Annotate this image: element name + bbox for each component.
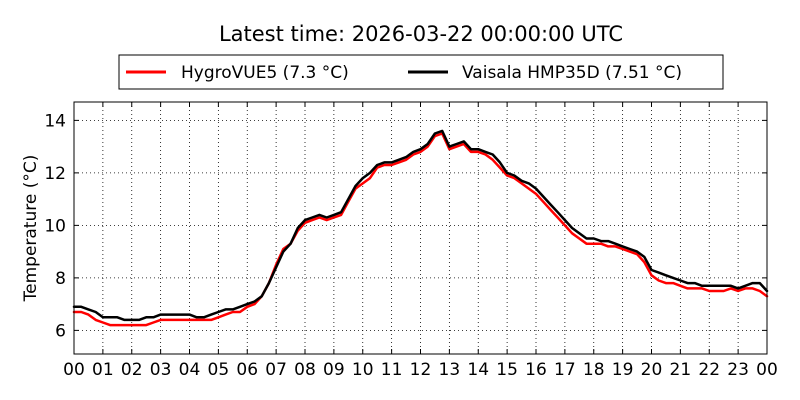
x-tick-label: 01 xyxy=(92,360,114,380)
y-tick-label: 12 xyxy=(44,164,66,184)
legend-label-hygrovue5: HygroVUE5 (7.3 °C) xyxy=(181,63,349,83)
x-tick-label: 00 xyxy=(63,360,85,380)
x-tick-label: 12 xyxy=(410,360,432,380)
x-tick-label: 04 xyxy=(179,360,201,380)
x-tick-label: 08 xyxy=(294,360,316,380)
plot-frame xyxy=(73,101,768,355)
x-tick-label: 21 xyxy=(670,360,692,380)
chart-title: Latest time: 2026-03-22 00:00:00 UTC xyxy=(219,22,623,46)
x-tick-label: 00 xyxy=(756,360,778,380)
legend-label-vaisala: Vaisala HMP35D (7.51 °C) xyxy=(462,63,682,83)
x-tick-label: 20 xyxy=(641,360,663,380)
x-tick-label: 03 xyxy=(150,360,172,380)
y-tick-label: 14 xyxy=(44,111,66,131)
y-tick-label: 6 xyxy=(55,321,66,341)
x-tick-label: 05 xyxy=(208,360,230,380)
x-tick-label: 18 xyxy=(583,360,605,380)
series-line-vaisala xyxy=(72,129,769,322)
gridlines xyxy=(74,102,767,354)
y-tick-label: 8 xyxy=(55,269,66,289)
axis-ticks: 00 01 02 03 04 05 06 07 08 09 10 11 12 13 14 15 16 17 18 19… xyxy=(44,102,778,380)
x-tick-label: 07 xyxy=(265,360,287,380)
x-tick-label: 06 xyxy=(236,360,258,380)
y-tick-label: 10 xyxy=(44,216,66,236)
x-tick-label: 13 xyxy=(439,360,461,380)
x-tick-label: 19 xyxy=(612,360,634,380)
x-tick-label: 23 xyxy=(727,360,749,380)
x-tick-label: 02 xyxy=(121,360,143,380)
x-tick-label: 14 xyxy=(467,360,489,380)
x-tick-label: 10 xyxy=(352,360,374,380)
x-tick-label: 09 xyxy=(323,360,345,380)
y-axis-label: Temperature (°C) xyxy=(21,155,41,303)
legend: HygroVUE5 (7.3 °C) Vaisala HMP35D (7.51 … xyxy=(118,54,724,90)
x-tick-label: 15 xyxy=(496,360,518,380)
series-lines xyxy=(72,129,769,327)
x-tick-label: 16 xyxy=(525,360,547,380)
x-tick-label: 22 xyxy=(698,360,720,380)
x-tick-label: 11 xyxy=(381,360,403,380)
series-line-hygrovue5 xyxy=(72,132,769,327)
x-tick-label: 17 xyxy=(554,360,576,380)
